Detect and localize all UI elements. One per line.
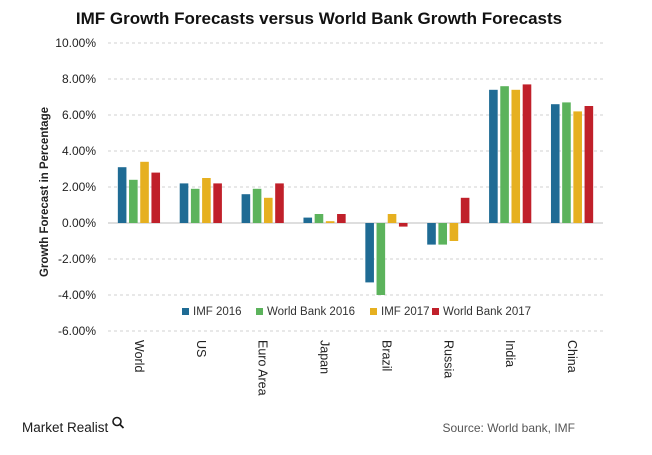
bar: [303, 217, 313, 223]
bar: [522, 84, 532, 224]
bar: [511, 89, 521, 223]
bar: [449, 223, 459, 241]
legend-label: World Bank 2016: [267, 306, 355, 318]
bar: [129, 179, 138, 223]
bar: [550, 104, 560, 223]
x-category-label: China: [565, 340, 579, 373]
legend-swatch: [432, 308, 439, 315]
y-tick-label: -4.00%: [58, 288, 96, 302]
source-note: Source: World bank, IMF: [443, 421, 576, 435]
y-tick-label: 2.00%: [62, 180, 96, 194]
y-tick-label: -2.00%: [58, 252, 96, 266]
x-category-label: US: [194, 340, 208, 357]
magnifier-icon: [112, 416, 125, 429]
chart-title: IMF Growth Forecasts versus World Bank G…: [76, 9, 562, 28]
bar: [241, 194, 251, 223]
bar: [438, 223, 448, 245]
x-axis-categories: World US Euro Area Japan Brazil Russia India Ch…: [132, 340, 579, 396]
bar: [190, 188, 200, 223]
bar: [325, 221, 335, 223]
bar: [387, 214, 397, 223]
legend: IMF 2016 World Bank 2016 IMF 2017 World Ban…: [182, 306, 531, 318]
bar: [117, 167, 127, 223]
bar: [365, 223, 374, 283]
legend-swatch: [256, 308, 263, 315]
bar: [489, 89, 498, 223]
y-axis-label: Growth Forecast in Percentage: [39, 107, 51, 277]
bar: [337, 214, 346, 223]
bar: [573, 111, 582, 223]
bar: [376, 223, 386, 295]
bar: [213, 183, 222, 223]
bar: [179, 183, 189, 223]
legend-swatch: [182, 308, 189, 315]
market-realist-logo: Market Realist: [22, 416, 125, 435]
bar: [500, 86, 509, 223]
x-category-label: Russia: [441, 340, 455, 378]
bar: [140, 161, 149, 223]
x-category-label: World: [132, 340, 146, 372]
bars: [117, 84, 594, 295]
y-tick-label: 10.00%: [55, 36, 96, 50]
legend-swatch: [370, 308, 377, 315]
y-tick-label: 6.00%: [62, 108, 96, 122]
x-category-label: Japan: [318, 340, 332, 374]
bar: [460, 197, 470, 223]
bar: [314, 214, 324, 223]
x-category-label: India: [503, 340, 517, 367]
bar: [252, 188, 262, 223]
legend-label: IMF 2017: [381, 306, 430, 318]
bar: [275, 183, 284, 223]
gridlines: [108, 42, 603, 332]
bar: [398, 223, 408, 227]
legend-label: IMF 2016: [193, 306, 242, 318]
x-category-label: Brazil: [379, 340, 393, 371]
y-tick-label: 0.00%: [62, 216, 96, 230]
bar: [263, 197, 273, 223]
x-category-label: Euro Area: [256, 340, 270, 396]
bar: [427, 223, 436, 245]
y-tick-label: 8.00%: [62, 72, 96, 86]
y-tick-label: -6.00%: [58, 324, 96, 338]
bar: [562, 102, 571, 223]
y-axis-ticks: 10.00% 8.00% 6.00% 4.00% 2.00% 0.00% -2.00% -4.…: [55, 36, 96, 338]
legend-label: World Bank 2017: [443, 306, 531, 318]
brand-logo-text: Market Realist: [22, 420, 109, 435]
bar: [584, 106, 594, 223]
y-tick-label: 4.00%: [62, 144, 96, 158]
bar: [151, 172, 161, 223]
bar: [202, 178, 211, 223]
